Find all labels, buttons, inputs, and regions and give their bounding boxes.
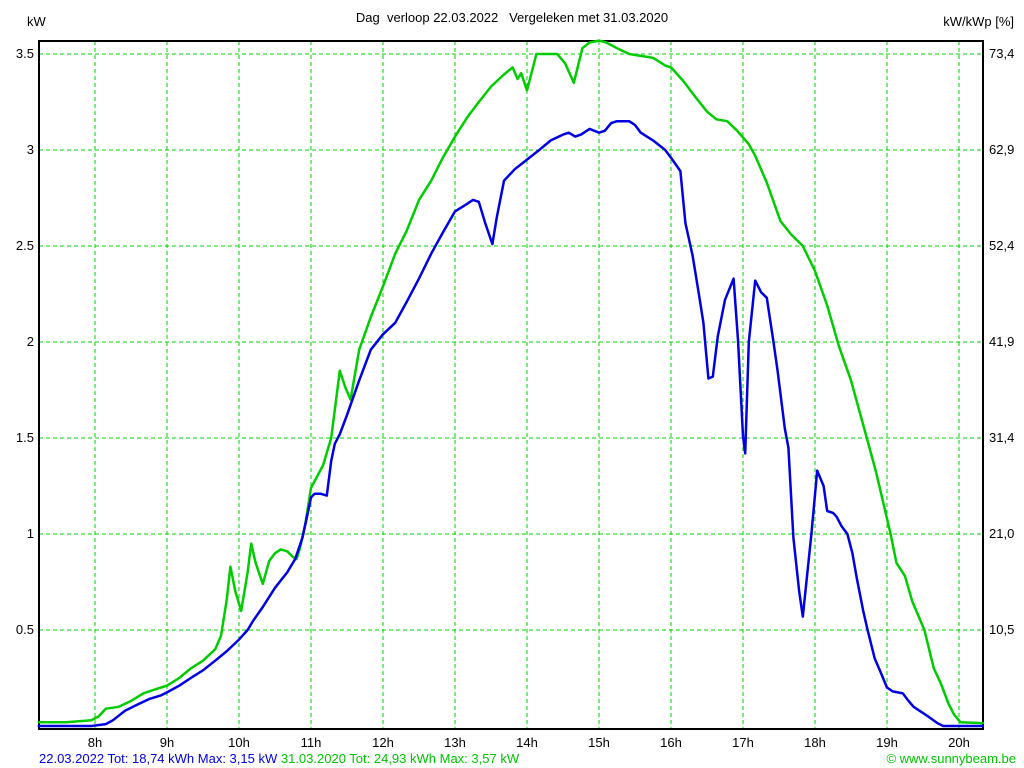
y-axis-right-tick-41,9: 41,9 [989,334,1015,349]
x-axis-tick-16h: 16h [660,735,682,750]
y-axis-right-tick-31,4: 31,4 [989,430,1015,445]
series-curve-31.03.2020 [37,39,985,725]
y-axis-left-tick-0.5: 0.5 [15,622,34,637]
y-axis-right-tick-21,0: 21,0 [989,526,1015,541]
y-axis-left-tick-1: 1 [26,526,34,541]
y-axis-left-tick-2: 2 [26,334,34,349]
x-axis-tick-10h: 10h [228,735,250,750]
plot-border [38,40,984,730]
y-axis-left-tick-2.5: 2.5 [15,238,34,253]
copyright-text: © www.sunnybeam.be [886,751,1016,766]
y-axis-right-tick-73,4: 73,4 [989,46,1015,61]
x-axis-tick-9h: 9h [159,735,175,750]
x-axis-tick-14h: 14h [516,735,538,750]
y-axis-right-tick-62,9: 62,9 [989,142,1015,157]
x-axis-tick-17h: 17h [732,735,754,750]
y-axis-left-tick-3: 3 [26,142,34,157]
y-axis-left-tick-3.5: 3.5 [15,46,34,61]
y-axis-right-tick-10,5: 10,5 [989,622,1015,637]
y-axis-right-tick-52,4: 52,4 [989,238,1015,253]
footer-summary-line: 22.03.2022 Tot: 18,74 kWh Max: 3,15 kW 3… [39,752,519,766]
y-axis-left-tick-1.5: 1.5 [15,430,34,445]
series-curve-22.03.2022 [37,119,985,728]
right-axis-unit-label: kW/kWp [%] [943,14,1014,29]
x-axis-tick-15h: 15h [588,735,610,750]
x-axis-tick-8h: 8h [87,735,103,750]
x-axis-tick-12h: 12h [372,735,394,750]
footer-summary-blue: 22.03.2022 Tot: 18,74 kWh Max: 3,15 kW [39,751,278,766]
x-axis-tick-13h: 13h [444,735,466,750]
left-axis-unit-label: kW [27,14,46,29]
x-axis-tick-19h: 19h [876,735,898,750]
x-axis-tick-20h: 20h [948,735,970,750]
chart-title: Dag verloop 22.03.2022 Vergeleken met 31… [355,10,669,25]
footer-summary-green: 31.03.2020 Tot: 24,93 kWh Max: 3,57 kW [280,751,520,766]
x-axis-tick-18h: 18h [804,735,826,750]
x-axis-tick-11h: 11h [300,735,322,750]
